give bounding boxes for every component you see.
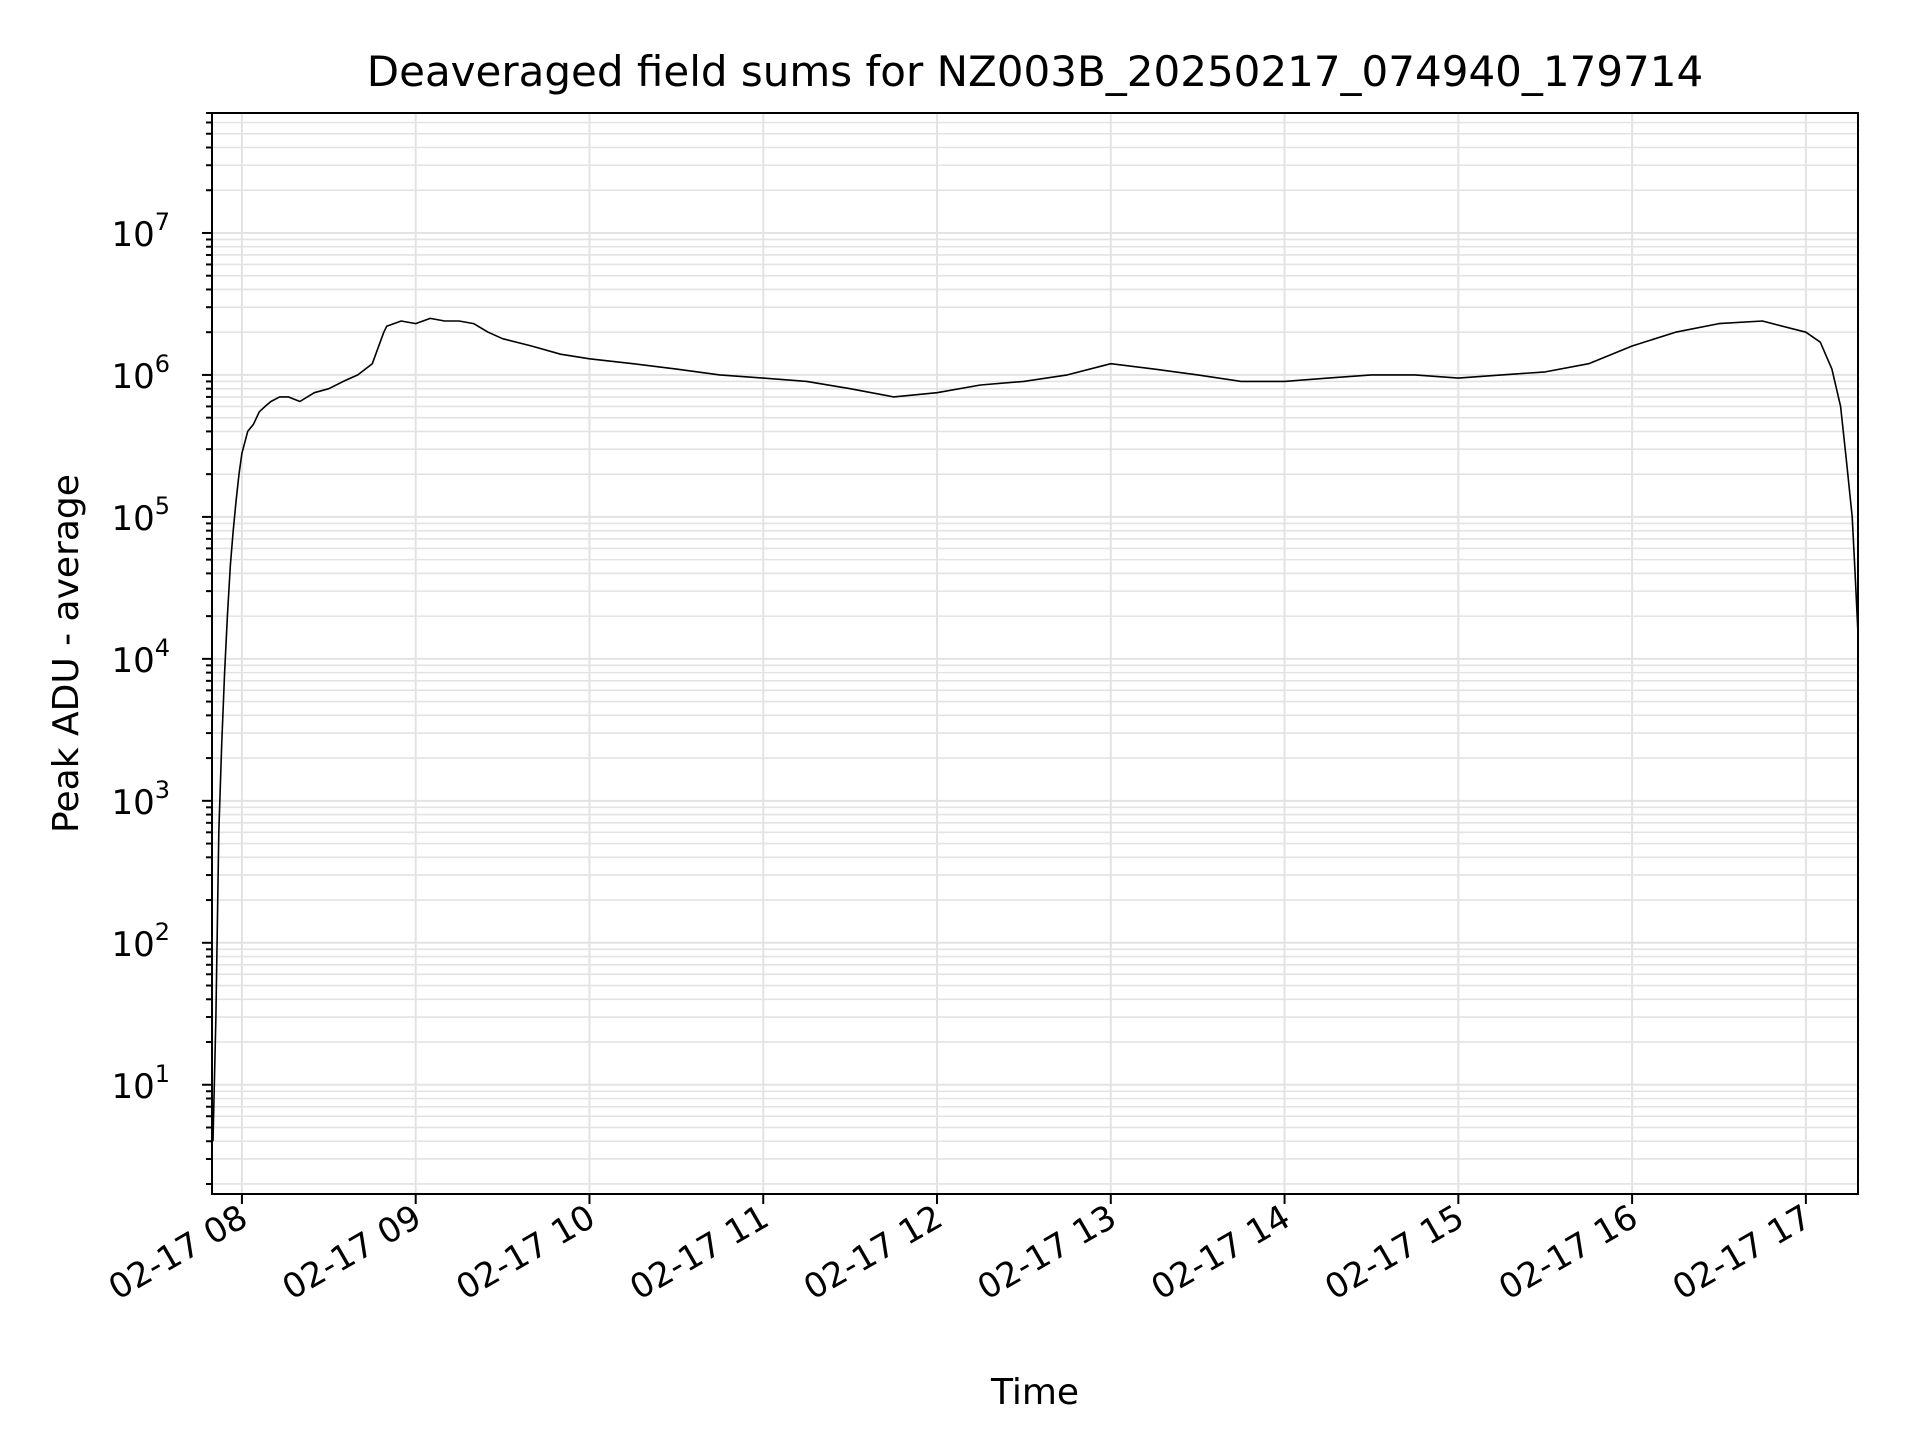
y-tick-exponent: 2 xyxy=(155,918,170,946)
y-tick-base: 10 xyxy=(111,215,154,255)
y-tick-label: 102 xyxy=(111,918,170,965)
y-tick-label: 101 xyxy=(111,1060,170,1107)
y-tick-label: 105 xyxy=(111,492,170,539)
y-tick-base: 10 xyxy=(111,641,154,681)
y-tick-exponent: 3 xyxy=(155,776,170,804)
series-layer xyxy=(212,317,1859,1142)
y-tick-exponent: 1 xyxy=(155,1060,170,1088)
y-tick-label: 106 xyxy=(111,350,170,397)
y-tick-exponent: 5 xyxy=(155,492,170,520)
y-tick-base: 10 xyxy=(111,783,154,823)
y-tick-label: 103 xyxy=(111,776,170,823)
y-axis-title: Peak ADU - average xyxy=(46,474,87,833)
y-tick-exponent: 7 xyxy=(155,208,170,236)
plot-frame xyxy=(211,112,1859,1195)
y-tick-base: 10 xyxy=(111,1067,154,1107)
grid-layer xyxy=(212,112,1858,1194)
x-axis-title: Time xyxy=(990,1372,1079,1413)
y-tick-base: 10 xyxy=(111,357,154,397)
y-tick-label: 104 xyxy=(111,634,170,681)
y-tick-base: 10 xyxy=(111,925,154,965)
y-tick-exponent: 6 xyxy=(155,350,170,378)
chart-title: Deaveraged field sums for NZ003B_2025021… xyxy=(367,47,1703,96)
series-line xyxy=(212,317,1859,1142)
y-tick-exponent: 4 xyxy=(155,634,170,662)
y-tick-base: 10 xyxy=(111,499,154,539)
y-tick-label: 107 xyxy=(111,208,170,255)
